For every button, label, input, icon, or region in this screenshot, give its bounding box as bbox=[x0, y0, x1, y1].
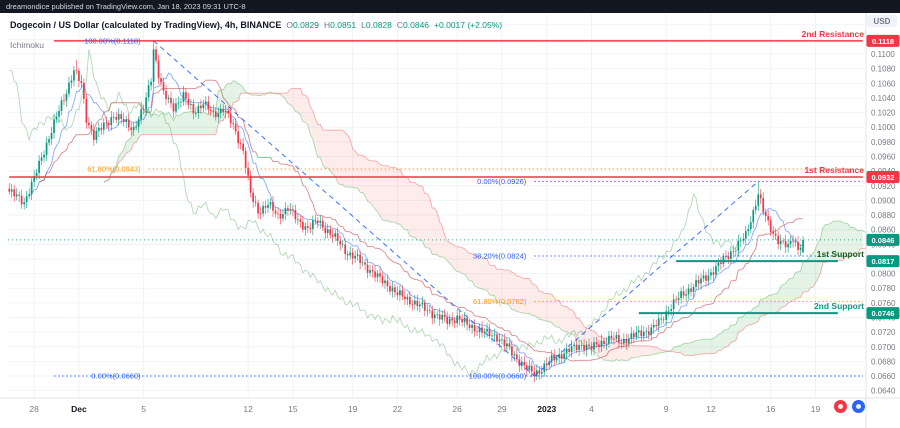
price-tick-label: 0.0860 bbox=[871, 226, 896, 235]
price-tick-label: 0.0700 bbox=[871, 343, 896, 352]
time-tick-label: Dec bbox=[71, 404, 87, 414]
level-label[interactable]: 1st Resistance bbox=[804, 165, 864, 175]
fib-level-label: 100.00%(0.1118) bbox=[84, 36, 141, 45]
grid-layer bbox=[8, 13, 864, 398]
price-axis-badge-value: 0.0932 bbox=[872, 173, 895, 182]
fib-level-label: 100.00%(0.0660) bbox=[469, 372, 527, 381]
time-tick-label: 5 bbox=[141, 404, 146, 414]
fib-level-label: 0.00%(0.0660) bbox=[91, 372, 141, 381]
price-axis-badge bbox=[866, 233, 900, 246]
blue-circle-icon[interactable] bbox=[852, 400, 865, 413]
red-circle-icon[interactable] bbox=[834, 400, 847, 413]
time-tick-label: 26 bbox=[452, 404, 462, 414]
publish-info-text: dreamondice published on TradingView.com… bbox=[6, 2, 246, 11]
symbol-title[interactable]: Dogecoin / US Dollar (calculated by Trad… bbox=[10, 20, 282, 30]
currency-label: USD bbox=[874, 17, 891, 26]
price-tick-label: 0.0760 bbox=[871, 299, 896, 308]
indicator-row: Ichimoku bbox=[10, 35, 502, 53]
fib-level-label: 61.80%(0.0762) bbox=[473, 297, 527, 306]
price-axis-badge bbox=[866, 34, 900, 47]
price-axis-badge bbox=[866, 255, 900, 268]
price-tick-label: 0.0960 bbox=[871, 153, 896, 162]
price-tick-label: 0.1060 bbox=[871, 79, 896, 88]
time-tick-label: 28 bbox=[29, 404, 39, 414]
axis-badges: 0.1118 0.0932 0.0846 0.0817 0.0746 bbox=[866, 34, 900, 320]
time-tick-label: 16 bbox=[766, 404, 776, 414]
publish-info-bar: dreamondice published on TradingView.com… bbox=[0, 0, 900, 13]
time-tick-label: 12 bbox=[243, 404, 253, 414]
icon-dot bbox=[838, 404, 843, 409]
time-tick-label: 19 bbox=[811, 404, 821, 414]
indicator-name[interactable]: Ichimoku bbox=[10, 40, 45, 50]
price-tick-label: 0.0980 bbox=[871, 138, 896, 147]
price-tick-label: 0.0920 bbox=[871, 182, 896, 191]
price-tick-label: 0.0880 bbox=[871, 211, 896, 220]
time-tick-label: 29 bbox=[497, 404, 507, 414]
fib-trendline bbox=[153, 40, 535, 377]
price-tick-label: 0.1040 bbox=[871, 94, 896, 103]
price-tick-label: 0.0800 bbox=[871, 270, 896, 279]
price-tick-label: 0.0680 bbox=[871, 357, 896, 366]
ichimoku-cloud-layer bbox=[103, 80, 863, 362]
icon-dot bbox=[856, 404, 861, 409]
price-tick-label: 0.1000 bbox=[871, 123, 896, 132]
time-tick-label: 9 bbox=[664, 404, 669, 414]
time-axis[interactable]: 28 Dec 5 12 15 19 22 26 29 2023 4 9 12 16 19 bbox=[29, 404, 820, 414]
annotation-labels-layer: 100.00%(0.1118) 61.80%(0.0943) 0.00%(0.066… bbox=[84, 29, 864, 381]
price-axis-badge bbox=[866, 170, 900, 183]
currency-chip bbox=[867, 15, 897, 27]
price-axis-badge bbox=[866, 307, 900, 320]
fib-level-label: 0.00%(0.0926) bbox=[477, 177, 527, 186]
fib-level-label: 61.80%(0.0943) bbox=[87, 164, 141, 173]
time-tick-label: 19 bbox=[348, 404, 358, 414]
time-tick-label: 15 bbox=[288, 404, 298, 414]
time-tick-label: 2023 bbox=[537, 404, 556, 414]
level-lines-layer[interactable] bbox=[8, 40, 864, 315]
price-tick-label: 0.0720 bbox=[871, 328, 896, 337]
level-label[interactable]: 1st Support bbox=[817, 249, 864, 259]
price-tick-label: 0.0900 bbox=[871, 196, 896, 205]
price-tick-label: 0.1020 bbox=[871, 109, 896, 118]
candles-layer bbox=[8, 40, 804, 383]
price-axis-badge-value: 0.0746 bbox=[872, 309, 895, 318]
fib-level-label: 38.20%(0.0824) bbox=[473, 252, 527, 261]
price-axis-badge-value: 0.0817 bbox=[872, 257, 895, 266]
time-tick-label: 12 bbox=[706, 404, 716, 414]
fib-trendline bbox=[533, 181, 759, 377]
price-tick-label: 0.0660 bbox=[871, 372, 896, 381]
price-tick-label: 0.0780 bbox=[871, 284, 896, 293]
level-label[interactable]: 2nd Resistance bbox=[802, 29, 865, 39]
price-axis-badge-value: 0.1118 bbox=[872, 37, 894, 46]
time-tick-label: 22 bbox=[393, 404, 403, 414]
price-tick-label: 0.1080 bbox=[871, 65, 896, 74]
time-tick-label: 4 bbox=[589, 404, 594, 414]
price-axis-badge-value: 0.0846 bbox=[872, 236, 895, 245]
level-label[interactable]: 2nd Support bbox=[814, 301, 864, 311]
price-tick-label: 0.1100 bbox=[871, 50, 895, 59]
price-tick-label: 0.0640 bbox=[871, 387, 896, 396]
